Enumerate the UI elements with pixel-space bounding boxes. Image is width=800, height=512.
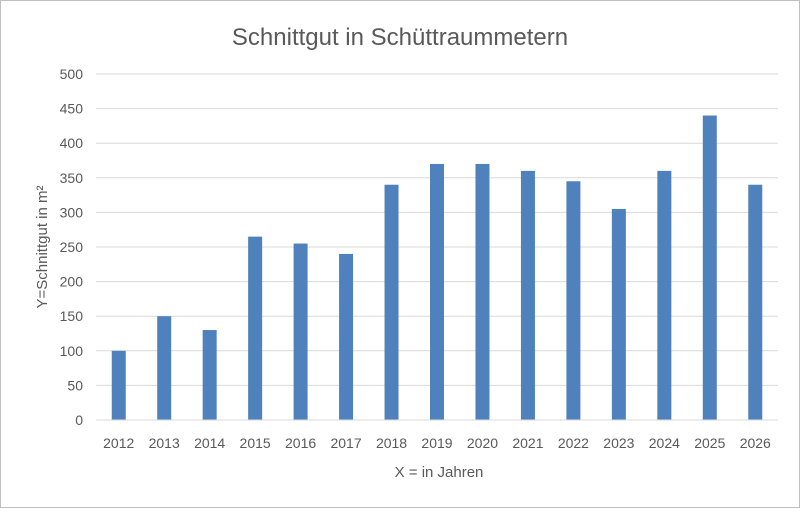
bars — [111, 115, 763, 421]
x-tick-2023: 2023 — [603, 435, 634, 451]
chart-title: Schnittgut in Schüttraummetern — [232, 24, 568, 51]
y-tick-200: 200 — [60, 274, 84, 290]
bar-2021 — [520, 170, 535, 420]
bar-2024 — [657, 170, 672, 420]
y-tick-450: 450 — [60, 101, 84, 117]
y-tick-labels: 0 50 100 150 200 250 300 350 400 450 500 — [60, 66, 84, 428]
bar-2015 — [248, 236, 263, 420]
x-axis-label: X = in Jahren — [395, 464, 484, 481]
x-tick-2016: 2016 — [285, 435, 316, 451]
x-tick-2014: 2014 — [194, 435, 225, 451]
y-tick-250: 250 — [60, 239, 84, 255]
y-tick-150: 150 — [60, 308, 84, 324]
x-tick-2022: 2022 — [558, 435, 589, 451]
bar-2012 — [111, 350, 126, 420]
x-tick-2025: 2025 — [694, 435, 725, 451]
x-tick-labels: 2012 2013 2014 2015 2016 2017 2018 2019 2020 2021… — [103, 435, 771, 451]
bar-2017 — [339, 253, 354, 420]
y-tick-500: 500 — [60, 66, 84, 82]
y-tick-400: 400 — [60, 135, 84, 151]
x-tick-2021: 2021 — [512, 435, 543, 451]
bar-2013 — [157, 316, 172, 420]
bar-2019 — [430, 163, 444, 420]
x-tick-2024: 2024 — [649, 435, 680, 451]
y-tick-100: 100 — [60, 343, 84, 359]
x-tick-2020: 2020 — [467, 435, 498, 451]
x-tick-2015: 2015 — [240, 435, 271, 451]
bar-2025 — [702, 115, 717, 421]
bar-2026 — [748, 184, 763, 420]
x-tick-2026: 2026 — [740, 435, 771, 451]
y-axis-label: Y=Schnittgut in m² — [34, 186, 51, 309]
y-tick-300: 300 — [60, 204, 84, 220]
y-tick-50: 50 — [67, 377, 83, 393]
y-tick-0: 0 — [75, 412, 83, 428]
x-tick-2012: 2012 — [103, 435, 134, 451]
bar-2018 — [384, 184, 399, 420]
bar-2014 — [202, 330, 217, 420]
bar-2023 — [611, 208, 626, 420]
x-tick-2017: 2017 — [330, 435, 361, 451]
bar-2022 — [566, 181, 581, 420]
bar-2016 — [293, 243, 308, 420]
x-tick-2018: 2018 — [376, 435, 407, 451]
bar-2020 — [475, 163, 490, 420]
x-tick-2013: 2013 — [149, 435, 180, 451]
y-tick-350: 350 — [60, 170, 84, 186]
x-tick-2019: 2019 — [421, 435, 452, 451]
